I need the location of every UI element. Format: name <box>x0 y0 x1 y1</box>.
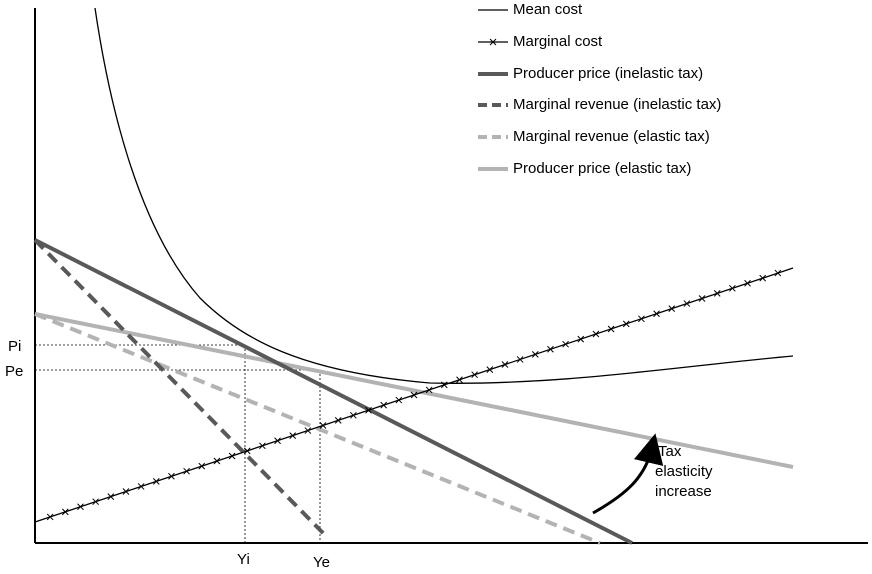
mc-mark <box>168 472 175 480</box>
mc-mark <box>471 371 478 379</box>
annotation-arrow <box>592 433 664 515</box>
mc-mark <box>304 427 312 434</box>
mc-mark <box>152 478 160 485</box>
legend-label: Mean cost <box>513 1 583 18</box>
mc-mark <box>562 340 569 348</box>
legend-label: Producer price (inelastic tax) <box>513 65 703 82</box>
legend-label: Marginal revenue (elastic tax) <box>513 128 710 145</box>
mc-mark <box>198 462 206 470</box>
annotation-text: Tax <box>658 443 682 460</box>
x-label: Yi <box>237 551 250 568</box>
mc-mark <box>213 457 221 465</box>
mc-mark <box>46 513 54 521</box>
mc-mark <box>259 442 266 450</box>
annotation-text: increase <box>655 483 712 500</box>
mc-mark <box>531 351 539 358</box>
mc-mark <box>622 320 630 328</box>
mc-mark <box>668 305 676 312</box>
mc-mark <box>137 483 145 490</box>
mc-mark <box>501 361 509 368</box>
legend-label: Marginal cost <box>513 33 603 50</box>
legend-label: Producer price (elastic tax) <box>513 160 691 177</box>
mc-mark <box>319 422 327 429</box>
mc-mark <box>243 447 251 455</box>
mc-mark <box>77 503 84 511</box>
x-label: Ye <box>313 554 330 571</box>
mr-elastic <box>34 312 601 545</box>
pp-inelastic <box>34 238 633 545</box>
mc-mark <box>713 290 721 297</box>
mr-inelastic <box>33 238 327 537</box>
mc-mark <box>183 467 190 475</box>
mc-mark <box>774 269 782 277</box>
mc-mark <box>638 315 645 323</box>
mc-mark <box>395 396 403 404</box>
mc-mark <box>61 508 69 516</box>
mc-mark <box>486 366 494 373</box>
mc-mark <box>729 284 736 292</box>
mc-mark <box>107 493 115 500</box>
y-label: Pe <box>5 363 23 380</box>
mc-mark <box>592 330 600 338</box>
annotation-text: elasticity <box>655 463 713 480</box>
mc-mark <box>440 381 448 389</box>
marginal-cost-marks <box>46 269 782 521</box>
mc-mark <box>334 417 342 424</box>
mc-mark <box>410 391 418 399</box>
legend-swatch-mark <box>489 38 497 46</box>
mc-mark <box>516 356 524 363</box>
mc-mark <box>683 300 691 307</box>
legend-label: Marginal revenue (inelastic tax) <box>513 96 721 113</box>
mc-mark <box>350 411 357 419</box>
mc-mark <box>274 437 281 445</box>
mc-mark <box>607 325 615 333</box>
mc-mark <box>380 401 388 409</box>
mc-mark <box>289 432 297 439</box>
mc-mark <box>698 295 706 302</box>
mc-mark <box>228 452 236 460</box>
legend: Mean cost Marginal cost Producer price (… <box>478 1 721 177</box>
mc-mark <box>456 376 463 384</box>
mc-mark <box>547 345 554 353</box>
mc-mark <box>653 310 660 318</box>
mc-mark <box>365 406 372 414</box>
mc-mark <box>577 335 585 343</box>
mc-mark <box>92 498 99 506</box>
y-label: Pi <box>8 338 21 355</box>
guides <box>35 344 321 543</box>
pp-elastic <box>34 312 794 469</box>
mc-mark <box>122 488 130 495</box>
mean-cost <box>94 7 794 384</box>
mc-mark <box>744 279 751 287</box>
mc-mark <box>759 274 767 282</box>
mc-mark <box>425 386 433 394</box>
